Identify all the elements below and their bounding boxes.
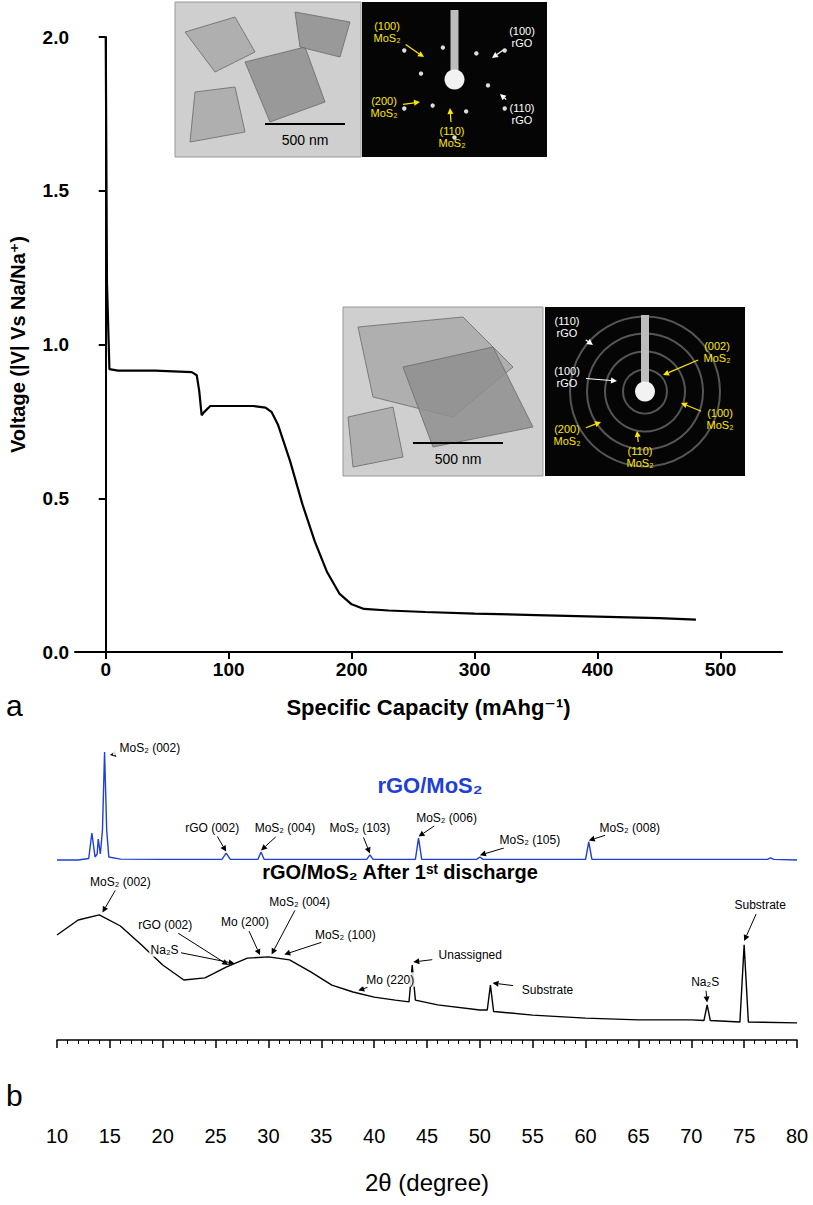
svg-text:0.0: 0.0 [43, 642, 69, 663]
svg-text:(002): (002) [704, 340, 730, 352]
svg-text:rGO: rGO [557, 377, 578, 389]
svg-text:400: 400 [582, 659, 614, 680]
svg-text:Na₂S: Na₂S [151, 943, 179, 957]
svg-text:30: 30 [257, 1125, 279, 1147]
svg-text:2θ (degree): 2θ (degree) [365, 1169, 489, 1196]
svg-text:80: 80 [786, 1125, 808, 1147]
svg-text:Substrate: Substrate [522, 983, 574, 997]
svg-text:b: b [6, 1079, 23, 1112]
svg-text:rGO/MoS₂: rGO/MoS₂ [377, 773, 482, 798]
svg-text:500 nm: 500 nm [435, 451, 482, 467]
svg-text:(200): (200) [554, 423, 580, 435]
svg-text:Na₂S: Na₂S [691, 975, 719, 989]
svg-text:Mo (200): Mo (200) [221, 915, 269, 929]
svg-text:(110): (110) [440, 125, 465, 137]
svg-text:rGO (002): rGO (002) [185, 821, 239, 835]
svg-text:Voltage (|V| Vs Na/Na⁺): Voltage (|V| Vs Na/Na⁺) [7, 236, 29, 453]
svg-text:MoS₂: MoS₂ [554, 435, 581, 447]
svg-text:(110): (110) [510, 102, 535, 114]
svg-text:500 nm: 500 nm [282, 132, 329, 148]
svg-text:2.0: 2.0 [43, 27, 69, 48]
svg-text:20: 20 [152, 1125, 174, 1147]
svg-text:50: 50 [469, 1125, 491, 1147]
svg-text:100: 100 [213, 659, 245, 680]
svg-text:0: 0 [100, 659, 111, 680]
svg-text:rGO: rGO [512, 114, 533, 126]
svg-text:(110): (110) [555, 315, 580, 327]
svg-text:MoS₂: MoS₂ [374, 32, 401, 44]
svg-text:Substrate: Substrate [734, 898, 786, 912]
svg-text:1.5: 1.5 [43, 180, 70, 201]
svg-text:65: 65 [627, 1125, 649, 1147]
svg-text:rGO: rGO [512, 37, 533, 49]
svg-text:a: a [6, 689, 23, 722]
svg-text:Mo (220): Mo (220) [366, 973, 414, 987]
svg-text:(200): (200) [371, 95, 397, 107]
svg-text:MoS₂: MoS₂ [704, 352, 731, 364]
svg-text:0.5: 0.5 [43, 488, 70, 509]
svg-text:75: 75 [733, 1125, 755, 1147]
svg-text:MoS₂ (004): MoS₂ (004) [255, 821, 316, 835]
svg-text:MoS₂: MoS₂ [371, 107, 398, 119]
svg-text:MoS₂ (006): MoS₂ (006) [416, 811, 477, 825]
svg-text:MoS₂ (002): MoS₂ (002) [90, 875, 151, 889]
svg-text:45: 45 [416, 1125, 438, 1147]
svg-text:rGO/MoS₂ After 1ˢᵗ discharge: rGO/MoS₂ After 1ˢᵗ discharge [262, 861, 538, 883]
svg-text:300: 300 [459, 659, 491, 680]
svg-text:rGO (002): rGO (002) [138, 918, 192, 932]
svg-text:500: 500 [705, 659, 737, 680]
svg-text:MoS₂ (100): MoS₂ (100) [315, 928, 376, 942]
svg-text:40: 40 [363, 1125, 385, 1147]
svg-text:(100): (100) [707, 407, 733, 419]
svg-text:(100): (100) [554, 365, 580, 377]
svg-text:MoS₂ (002): MoS₂ (002) [120, 741, 181, 755]
svg-text:(100): (100) [374, 20, 400, 32]
svg-text:1.0: 1.0 [43, 334, 69, 355]
svg-text:10: 10 [46, 1125, 68, 1147]
svg-text:Unassigned: Unassigned [439, 948, 502, 962]
svg-text:200: 200 [336, 659, 368, 680]
svg-text:MoS₂: MoS₂ [707, 419, 734, 431]
svg-text:35: 35 [310, 1125, 332, 1147]
svg-text:60: 60 [574, 1125, 596, 1147]
svg-text:Specific Capacity (mAhg⁻¹): Specific Capacity (mAhg⁻¹) [286, 695, 570, 720]
svg-text:(100): (100) [509, 25, 535, 37]
svg-text:55: 55 [522, 1125, 544, 1147]
svg-text:MoS₂: MoS₂ [627, 457, 654, 469]
svg-text:MoS₂: MoS₂ [439, 137, 466, 149]
svg-text:70: 70 [680, 1125, 702, 1147]
svg-text:MoS₂ (004): MoS₂ (004) [269, 895, 330, 909]
svg-text:MoS₂ (105): MoS₂ (105) [500, 833, 561, 847]
svg-text:(110): (110) [628, 445, 653, 457]
svg-text:rGO: rGO [557, 327, 578, 339]
svg-text:MoS₂ (008): MoS₂ (008) [599, 821, 660, 835]
svg-text:MoS₂ (103): MoS₂ (103) [330, 821, 391, 835]
svg-text:15: 15 [99, 1125, 121, 1147]
svg-text:25: 25 [204, 1125, 226, 1147]
